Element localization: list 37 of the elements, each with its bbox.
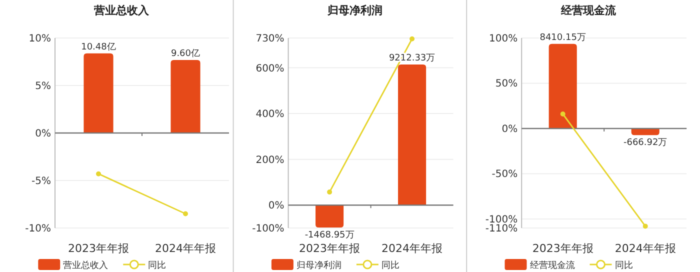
y-tick-label: 730% [256,34,284,44]
x-tick-label: 2024年年报 [382,242,443,255]
y-tick-label: -10% [25,224,51,234]
chart-title: 营业总收入 [93,4,150,17]
legend-label: 归母净利润 [296,260,342,271]
legend-label: 同比 [381,260,400,271]
y-tick-label: 400% [256,109,284,120]
legend-label: 经营现金流 [530,260,575,271]
x-tick-label: 2023年年报 [532,242,594,255]
y-tick-label: 600% [256,63,284,74]
chart-title: 经营现金流 [560,4,617,17]
y-tick-label: 200% [256,154,284,166]
y-tick-label: -100% [252,224,284,234]
x-tick-label: 2024年年报 [155,242,216,255]
y-tick-label: 50% [495,78,518,90]
y-tick-label: 5% [35,81,51,92]
legend-label: 同比 [614,260,633,271]
data-label: 8410.15万 [540,32,586,43]
legend-label: 同比 [148,260,166,271]
y-tick-label: -110% [485,224,518,234]
x-tick-label: 2024年年报 [614,242,676,255]
y-tick-label: -50% [492,169,518,180]
y-tick-label: -100% [485,214,518,226]
y-tick-label: 10% [28,34,51,44]
x-tick-label: 2023年年报 [299,242,360,255]
y-tick-label: 0% [35,128,51,140]
y-tick-label: 100% [489,34,518,44]
data-label: 10.48亿 [81,41,116,52]
data-label: -666.92万 [623,138,668,148]
y-tick-label: -5% [32,176,51,187]
y-tick-label: 0% [502,124,518,135]
data-label: -1468.95万 [304,230,354,241]
y-tick-label: 0% [268,200,284,212]
chart-title: 归母净利润 [326,4,382,17]
x-tick-label: 2023年年报 [68,242,129,255]
data-label: 9.60亿 [170,48,200,60]
legend-label: 营业总收入 [63,260,108,271]
